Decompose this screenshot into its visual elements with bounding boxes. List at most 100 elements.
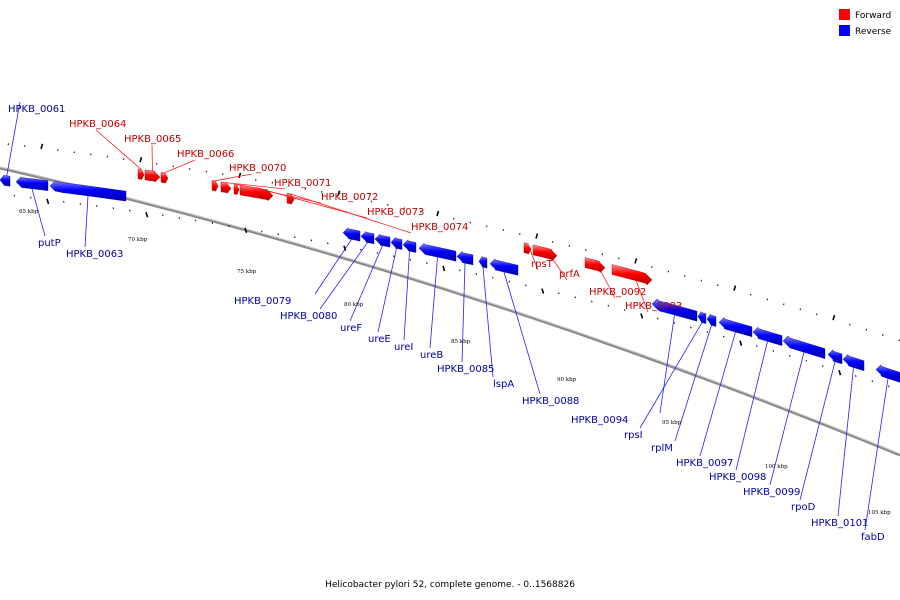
gene-hpkb_0099-arrow[interactable] xyxy=(782,335,826,359)
gene-hpkb_0093-arrow[interactable] xyxy=(611,264,653,286)
tick-mark xyxy=(255,178,257,181)
gene-hpkb_0071-leader xyxy=(225,182,286,190)
tick-mark xyxy=(624,308,626,311)
gene-hpkb_0099-label[interactable]: HPKB_0099 xyxy=(743,487,800,498)
gene-hpkb_0070-arrow[interactable] xyxy=(211,180,219,192)
gene-hpkb_0088-arrow[interactable] xyxy=(489,258,519,276)
gene-hpkb_0098-label[interactable]: HPKB_0098 xyxy=(709,472,766,483)
gene-hpkb_0071-arrow[interactable] xyxy=(220,181,232,195)
tick-mark xyxy=(420,210,422,213)
tick-mark xyxy=(277,233,280,236)
gene-hpkb_0073-label[interactable]: HPKB_0073 xyxy=(367,207,424,218)
gene-rpsi-leader xyxy=(639,322,703,429)
gene-hpkb_0063-arrow[interactable] xyxy=(49,180,127,202)
tick-mark xyxy=(387,203,389,206)
gene-hpkb_0094-arrow[interactable] xyxy=(651,298,698,322)
gene-hpkb_0072-label[interactable]: HPKB_0072 xyxy=(321,192,378,203)
gene-hpkb_0097-arrow[interactable] xyxy=(718,317,753,338)
gene-fabd-label[interactable]: fabD xyxy=(861,532,885,543)
gene-hpkb_0061-label[interactable]: HPKB_0061 xyxy=(8,104,65,115)
gene-uree-arrow[interactable] xyxy=(390,236,403,250)
gene-rpsi-arrow[interactable] xyxy=(697,310,707,324)
gene-rpst-arrow[interactable] xyxy=(523,242,532,256)
tick-mark xyxy=(838,369,842,376)
gene-hpkb_0079-arrow[interactable] xyxy=(342,227,361,242)
gene-hpkb_0064-arrow[interactable] xyxy=(137,168,145,180)
tick-mark xyxy=(310,239,313,242)
tick-mark xyxy=(459,269,461,272)
gene-hpkb_0066-arrow[interactable] xyxy=(160,172,169,185)
tick-mark xyxy=(591,300,593,303)
tick-mark xyxy=(657,317,659,320)
gene-hpkb_0070-label[interactable]: HPKB_0070 xyxy=(229,163,286,174)
gene-prfa-label[interactable]: prfA xyxy=(559,269,580,280)
gene-rpst-label[interactable]: rpsT xyxy=(531,259,554,270)
gene-hpkb_0063-label[interactable]: HPKB_0063 xyxy=(66,249,123,260)
gene-hpkb_0065-label[interactable]: HPKB_0065 xyxy=(124,134,181,145)
tick-mark xyxy=(426,262,428,265)
gene-hpkb_0066-label[interactable]: HPKB_0066 xyxy=(177,149,234,160)
gene-hpkb_0073-arrow[interactable] xyxy=(239,184,274,202)
gene-hpkb_0088-label[interactable]: HPKB_0088 xyxy=(522,396,579,407)
gene-urei-arrow[interactable] xyxy=(402,239,417,253)
tick-mark xyxy=(288,184,290,187)
gene-ureb-arrow[interactable] xyxy=(418,242,457,262)
gene-hpkb_0098-leader xyxy=(735,341,768,471)
gene-putp-leader xyxy=(31,188,46,237)
gene-rpod-label[interactable]: rpoD xyxy=(791,502,816,513)
gene-prfa-arrow[interactable] xyxy=(532,244,558,262)
tick-mark xyxy=(558,292,560,295)
gene-rpod-arrow[interactable] xyxy=(827,349,843,365)
gene-hpkb_0092-label[interactable]: HPKB_0092 xyxy=(589,287,646,298)
gene-rplm-label[interactable]: rplM xyxy=(651,443,673,454)
gene-hpkb_0101-label[interactable]: HPKB_0101 xyxy=(811,518,868,529)
tick-mark xyxy=(294,236,296,239)
tick-mark xyxy=(238,172,242,179)
gene-putp-arrow[interactable] xyxy=(15,176,49,191)
tick-mark xyxy=(139,156,143,163)
gene-putp-label[interactable]: putP xyxy=(38,238,61,249)
gene-hpkb_0071-label[interactable]: HPKB_0071 xyxy=(274,178,331,189)
gene-hpkb_0094-label[interactable]: HPKB_0094 xyxy=(571,415,628,426)
gene-hpkb_0064-label[interactable]: HPKB_0064 xyxy=(69,119,126,130)
gene-uree-label[interactable]: ureE xyxy=(368,334,391,345)
gene-hpkb_0080-label[interactable]: HPKB_0080 xyxy=(280,311,337,322)
gene-hpkb_0094-leader xyxy=(659,314,675,414)
gene-ureb-label[interactable]: ureB xyxy=(420,350,443,361)
gene-fabd-arrow[interactable] xyxy=(875,364,900,383)
tick-mark xyxy=(585,249,587,251)
tick-mark xyxy=(789,354,791,357)
gene-hpkb_0065-arrow[interactable] xyxy=(144,169,161,183)
gene-hpkb_0072-arrow[interactable] xyxy=(233,183,240,195)
tick-mark xyxy=(766,298,769,301)
tick-mark xyxy=(360,248,362,251)
gene-hpkb_0092-arrow[interactable] xyxy=(584,257,606,274)
genome-backbone-highlight xyxy=(0,166,900,455)
gene-hpkb_0097-label[interactable]: HPKB_0097 xyxy=(676,458,733,469)
gene-urei-label[interactable]: ureI xyxy=(394,342,413,353)
gene-hpkb_0093-label[interactable]: HPKB_0093 xyxy=(625,301,682,312)
gene-rpsi-label[interactable]: rpsI xyxy=(624,430,643,441)
gene-hpkb_0080-arrow[interactable] xyxy=(360,230,375,245)
tick-mark xyxy=(541,288,545,294)
gene-hpkb_0061-arrow[interactable] xyxy=(0,174,11,187)
gene-hpkb_0074-arrow[interactable] xyxy=(286,192,295,206)
gene-hpkb_0085-label[interactable]: HPKB_0085 xyxy=(437,364,494,375)
tick-mark xyxy=(13,194,16,197)
gene-rplm-arrow[interactable] xyxy=(706,313,717,327)
gene-hpkb_0074-label[interactable]: HPKB_0074 xyxy=(411,222,468,233)
gene-hpkb_0079-label[interactable]: HPKB_0079 xyxy=(234,296,291,307)
tick-mark xyxy=(519,232,521,235)
gene-lspa-label[interactable]: lspA xyxy=(493,379,514,390)
gene-hpkb_0101-arrow[interactable] xyxy=(842,353,865,372)
tick-mark xyxy=(106,155,109,158)
gene-hpkb_0098-arrow[interactable] xyxy=(752,326,783,346)
gene-hpkb_0079-leader xyxy=(314,239,352,295)
genome-backbone xyxy=(0,166,900,457)
gene-hpkb_0085-arrow[interactable] xyxy=(456,250,474,266)
gene-uref-arrow[interactable] xyxy=(374,233,391,248)
gene-uref-label[interactable]: ureF xyxy=(340,323,362,334)
tick-mark xyxy=(403,207,406,210)
tick-mark xyxy=(244,227,248,234)
gene-lspa-arrow[interactable] xyxy=(478,255,488,269)
